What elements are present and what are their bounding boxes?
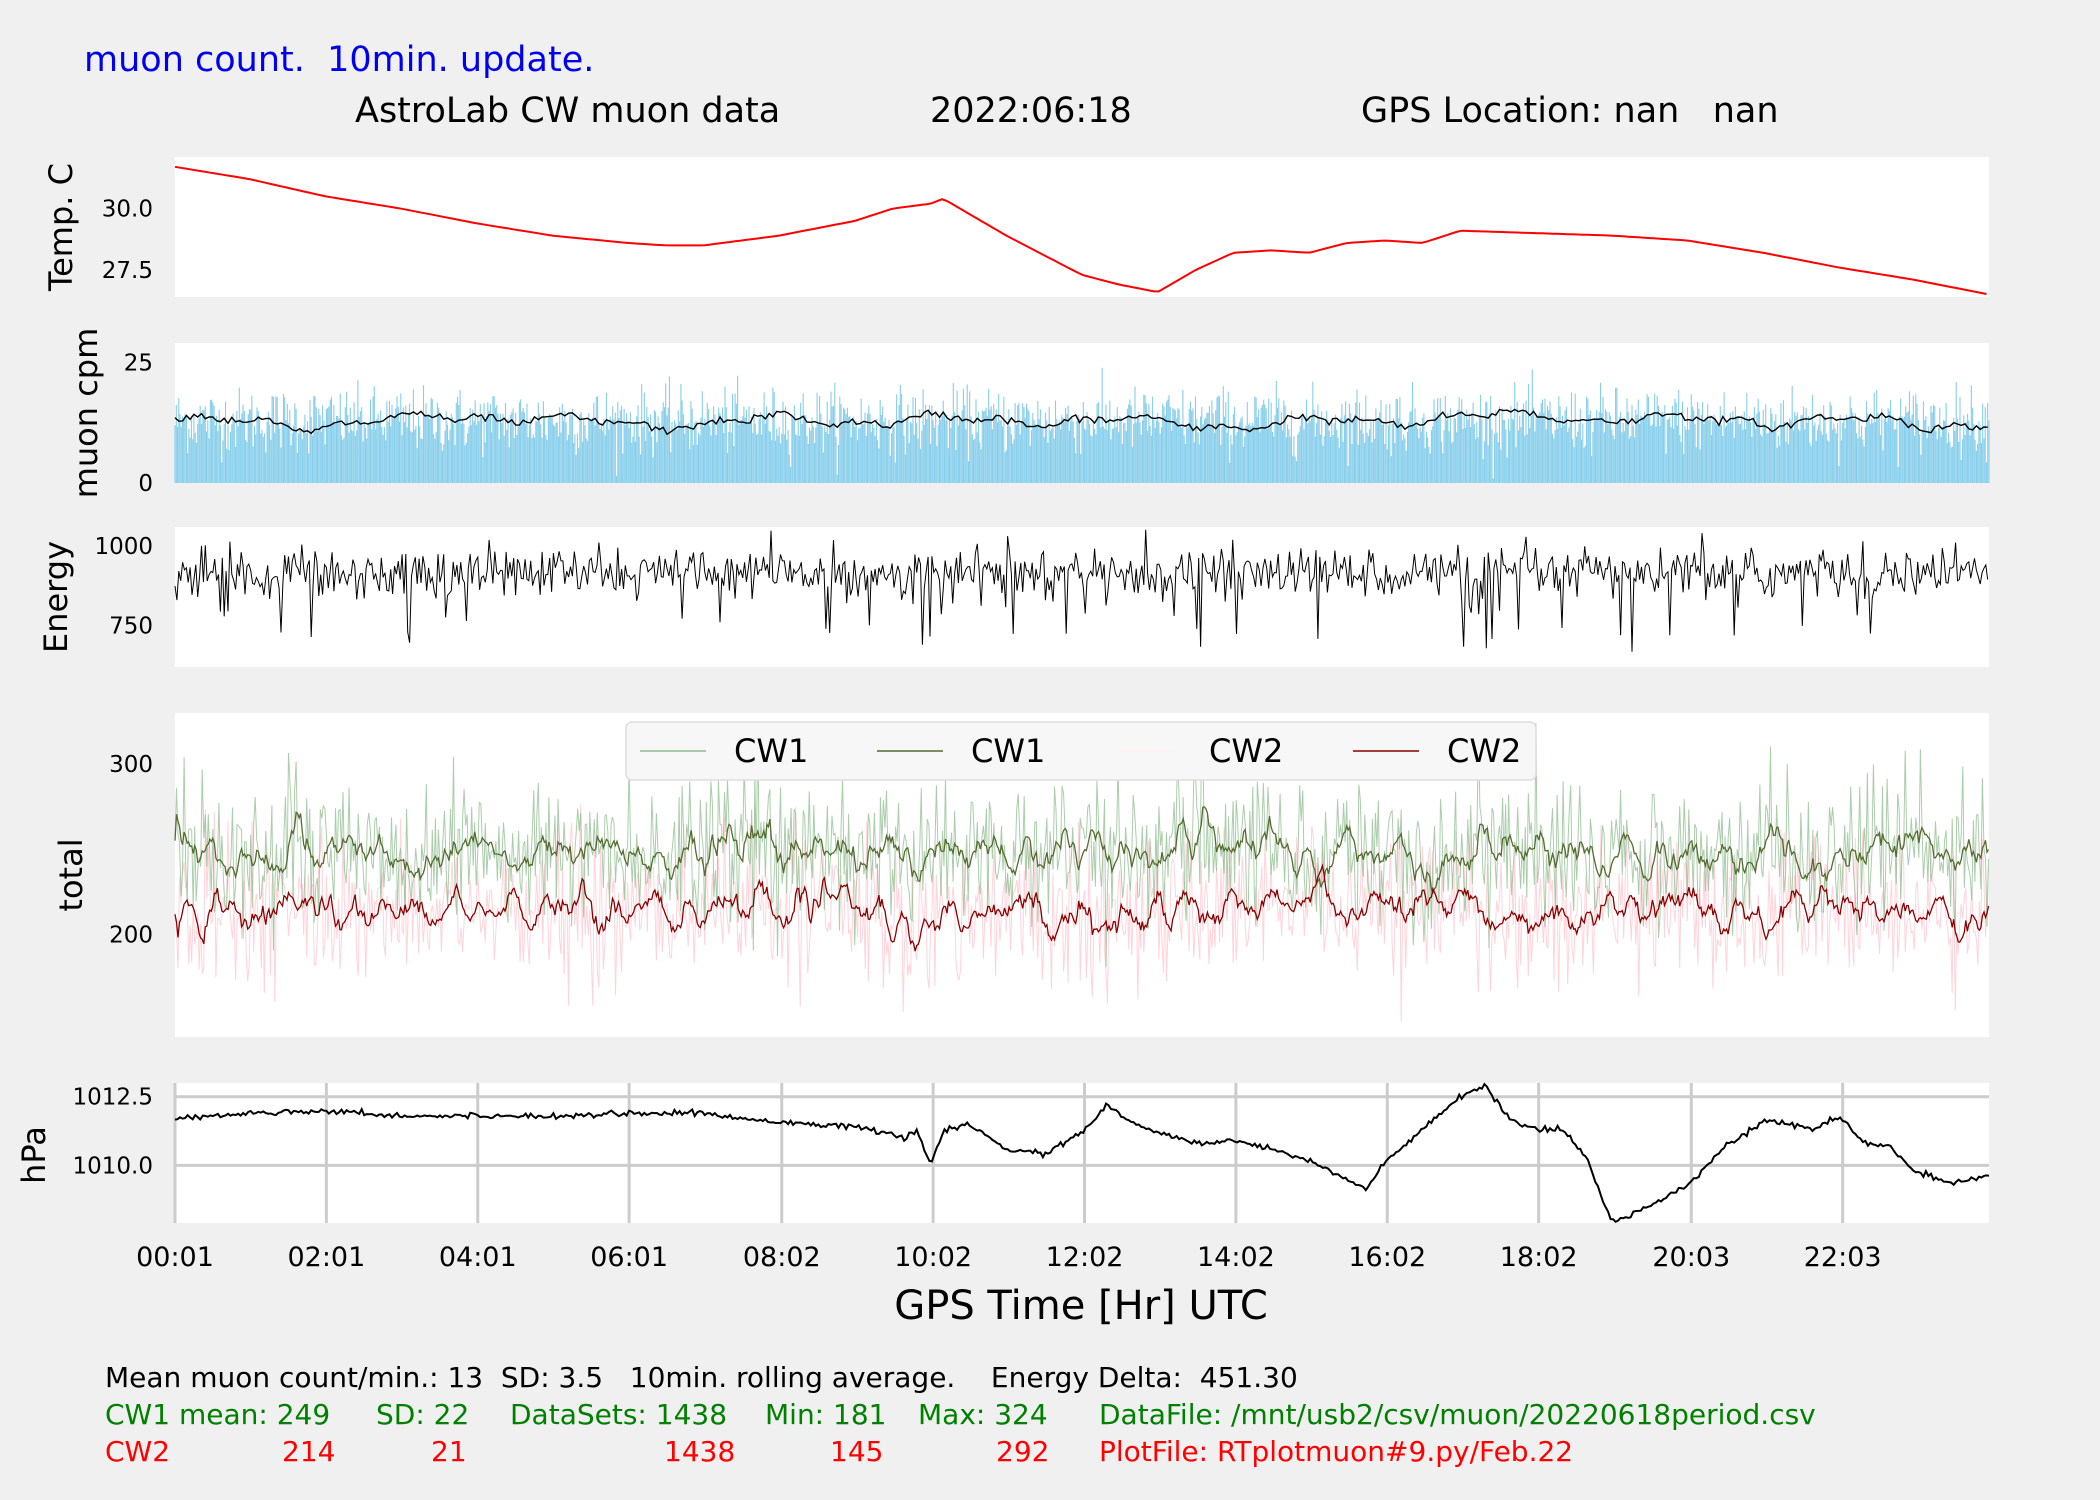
legend-entry-cw2-avg: CW2 [1447,732,1521,770]
x-tick-label: 06:01 [590,1242,668,1273]
temperature-y-label: Temp. C [42,163,80,292]
data-file: DataFile: /mnt/usb2/csv/muon/20220618per… [1099,1398,1816,1431]
energy-panel: 750 1000 Energy [37,527,1989,667]
pressure-panel: 1010.0 1012.5 hPa [15,1082,1990,1224]
legend-entry-cw2-raw: CW2 [1209,732,1283,770]
y-tick-label: 1012.5 [73,1085,153,1111]
y-tick-label: 1010.0 [73,1153,153,1179]
temperature-plot-area [175,157,1989,297]
cw1-max: Max: 324 [918,1398,1048,1431]
pressure-plot-area [175,1083,1989,1223]
cw1-datasets: DataSets: 1438 [510,1398,728,1431]
energy-y-label: Energy [37,541,75,653]
muon-y-label: muon cpm [67,328,105,499]
x-tick-label: 16:02 [1348,1242,1426,1273]
cw2-average-line [174,863,1990,952]
cw1-min: Min: 181 [765,1398,887,1431]
legend-box [625,721,1537,781]
cw2-min: 145 [830,1435,884,1468]
y-tick-label: 30.0 [102,197,153,223]
legend: CW1 CW1 CW2 CW2 [625,721,1537,781]
x-tick-label: 02:01 [287,1242,365,1273]
temperature-line [174,165,1987,295]
y-tick-label: 25 [124,350,153,376]
cw1-mean: CW1 mean: 249 [105,1398,331,1431]
cw1-average-line [174,806,1990,895]
pressure-line [174,1082,1990,1224]
muon-bar-series [174,367,1990,483]
cw1-sd: SD: 22 [376,1398,470,1431]
muon-rolling-average-line [174,408,1988,436]
pressure-y-label: hPa [15,1126,53,1184]
temperature-y-ticks: 27.5 30.0 [102,197,153,284]
pressure-grid [173,1083,1989,1223]
pressure-y-ticks: 1010.0 1012.5 [73,1085,153,1180]
y-tick-label: 27.5 [102,258,153,284]
x-axis-label: GPS Time [Hr] UTC [894,1283,1268,1329]
x-tick-label: 12:02 [1046,1242,1124,1273]
energy-line [174,529,1989,652]
total-y-ticks: 200 300 [109,752,153,949]
y-tick-label: 0 [138,471,153,497]
cw2-raw-line [174,804,1989,1022]
x-tick-label: 08:02 [743,1242,821,1273]
x-tick-label: 10:02 [894,1242,972,1273]
x-tick-label: 22:03 [1804,1242,1882,1273]
total-y-label: total [52,838,90,911]
y-tick-label: 300 [109,752,153,778]
gps-location: GPS Location: nan nan [1361,91,1779,131]
subtitle: muon count. 10min. update. [84,40,595,80]
x-axis-ticks: 00:01 02:01 04:01 06:01 08:02 10:02 12:02 14:02… [136,1242,1881,1273]
muon-cpm-panel: 0 25 muon cpm [67,328,1990,499]
x-tick-label: 20:03 [1652,1242,1730,1273]
temperature-panel: 27.5 30.0 Temp. C [42,157,1989,297]
cw2-label: CW2 [105,1435,171,1468]
chart-title: AstroLab CW muon data [355,91,781,131]
x-tick-label: 14:02 [1197,1242,1275,1273]
legend-entry-cw1-avg: CW1 [971,732,1045,770]
y-tick-label: 1000 [94,534,153,560]
chart-date: 2022:06:18 [930,91,1132,131]
energy-y-ticks: 750 1000 [94,534,153,640]
total-panel: 200 300 CW1 CW1 CW2 CW2 total [52,713,1990,1037]
cw2-datasets: 1438 [664,1435,736,1468]
y-tick-label: 200 [109,923,153,949]
x-tick-label: 18:02 [1500,1242,1578,1273]
energy-plot-area [175,527,1989,667]
cw1-raw-line [174,723,1989,968]
stats-summary: Mean muon count/min.: 13 SD: 3.5 10min. … [105,1361,1298,1394]
cw2-mean: 214 [282,1435,336,1468]
plot-file: PlotFile: RTplotmuon#9.py/Feb.22 [1099,1435,1574,1468]
muon-y-ticks: 0 25 [124,350,153,497]
legend-entry-cw1-raw: CW1 [734,732,808,770]
cw2-max: 292 [996,1435,1050,1468]
muon-bars [174,367,1990,483]
y-tick-label: 750 [109,614,153,640]
x-tick-label: 00:01 [136,1242,214,1273]
cw2-sd: 21 [431,1435,467,1468]
x-tick-label: 04:01 [439,1242,517,1273]
